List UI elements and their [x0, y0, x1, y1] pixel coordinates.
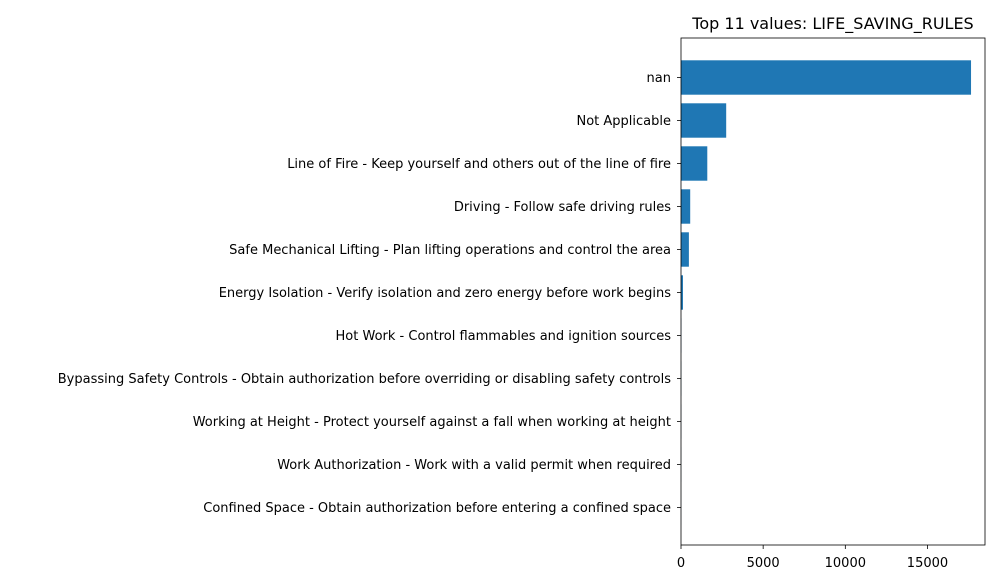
bar-2	[681, 146, 708, 181]
chart-title: Top 11 values: LIFE_SAVING_RULES	[691, 14, 973, 34]
category-label: Bypassing Safety Controls - Obtain autho…	[58, 372, 671, 387]
category-label: Driving - Follow safe driving rules	[454, 200, 671, 215]
bar-3	[681, 189, 691, 224]
x-axis: 0 5000 10000 15000	[677, 545, 948, 571]
x-tick-label: 10000	[825, 556, 866, 571]
bars-group	[681, 60, 972, 525]
category-label: Line of Fire - Keep yourself and others …	[287, 157, 671, 172]
category-label: nan	[647, 71, 671, 86]
bar-4	[681, 232, 689, 267]
bar-0	[681, 60, 972, 95]
x-tick-label: 5000	[747, 556, 780, 571]
plot-border	[680, 37, 986, 546]
plot-frame	[680, 37, 986, 546]
category-label: Safe Mechanical Lifting - Plan lifting o…	[229, 243, 671, 258]
bar-1	[681, 103, 727, 138]
category-label: Energy Isolation - Verify isolation and …	[219, 286, 672, 301]
x-tick-label: 0	[677, 556, 685, 571]
category-label: Working at Height - Protect yourself aga…	[193, 415, 671, 430]
category-label: Hot Work - Control flammables and igniti…	[336, 329, 672, 344]
y-axis-labels: nan Not Applicable Line of Fire - Keep you…	[58, 71, 681, 516]
bar-5	[681, 275, 683, 310]
category-label: Confined Space - Obtain authorization be…	[203, 501, 671, 516]
category-label: Work Authorization - Work with a valid p…	[277, 458, 671, 473]
x-tick-label: 15000	[907, 556, 948, 571]
category-label: Not Applicable	[576, 114, 671, 129]
